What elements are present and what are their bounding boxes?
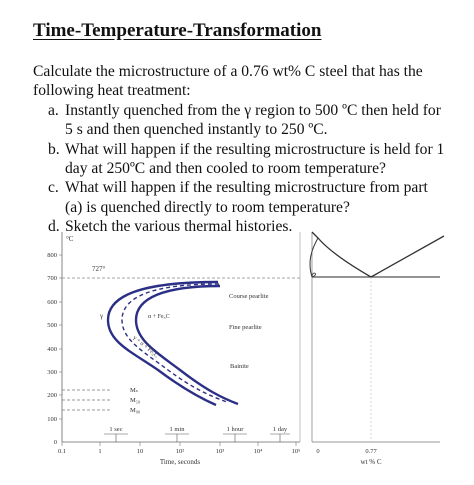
question-text: What will happen if the resulting micros… (65, 179, 428, 216)
fine-pearlite-label: Fine pearlite (229, 324, 262, 331)
problem-intro: Calculate the microstructure of a 0.76 w… (33, 63, 423, 100)
phase-x-tick-label: 0 (316, 448, 319, 455)
ttt-y-tick-label: 600 (47, 299, 57, 306)
time-mark-label: 1 hour (227, 426, 245, 433)
ttt-x-ticks: 0.1 1 10 10² 10³ 10⁴ 10⁵ Time, seconds (58, 442, 300, 466)
ttt-time-marks: 1 sec 1 min 1 hour 1 day (104, 426, 290, 442)
phase-x-tick-label: 0.77 (365, 448, 377, 455)
problem-statement: Calculate the microstructure of a 0.76 w… (33, 62, 445, 237)
question-list: a. Instantly quenched from the γ region t… (33, 101, 445, 237)
m90-label: M₉₀ (130, 407, 140, 414)
question-text: Sketch the various thermal histories. (65, 218, 293, 236)
fifty-percent-curve (121, 283, 228, 403)
acm-line (370, 235, 445, 278)
question-text: What will happen if the resulting micros… (65, 140, 445, 178)
ttt-x-tick-label: 10² (176, 448, 185, 455)
ttt-y-tick-label: 300 (47, 369, 57, 376)
question-text: Instantly quenched from the γ region to … (65, 101, 441, 139)
time-mark-label: 1 sec (109, 426, 122, 433)
alpha-fe3c-label: α + Fe₃C (148, 314, 170, 320)
ttt-y-tick-label: 700 (47, 275, 57, 282)
question-c: c. What will happen if the resulting micr… (48, 178, 445, 217)
a3-line (311, 231, 372, 278)
ms-label: Mₛ (130, 387, 138, 394)
question-a: a. Instantly quenched from the γ region t… (48, 101, 445, 140)
slide-title: Time-Temperature-Transformation (33, 20, 322, 41)
question-marker: c. (48, 179, 59, 197)
phase-diagram: 0 0.77 wt % C (309, 231, 445, 466)
question-marker: a. (48, 101, 59, 119)
ferrite-solvus (309, 237, 319, 278)
ttt-y-tick-label: 0 (54, 439, 57, 446)
martensite-labels: Mₛ M₅₀ M₉₀ (130, 387, 140, 414)
ttt-x-tick-label: 1 (98, 448, 101, 455)
eutectoid-label: 727° (92, 265, 106, 273)
ferrite-corner (311, 272, 316, 278)
finish-curve (134, 284, 239, 406)
ttt-y-unit: °C (66, 235, 74, 243)
region-labels: γ α + Fe₃C γ + α + Fe₃C Course pearlite … (99, 293, 269, 370)
ttt-y-tick-label: 400 (47, 346, 57, 353)
question-marker: b. (48, 140, 60, 158)
phase-x-axis-label: wt % C (361, 458, 382, 466)
ttt-x-tick-label: 10 (137, 448, 144, 455)
time-mark-label: 1 min (170, 426, 186, 433)
ttt-x-tick-label: 10⁵ (292, 448, 301, 455)
question-b: b. What will happen if the resulting micr… (48, 140, 445, 179)
ttt-x-tick-label: 10³ (216, 448, 225, 455)
start-curve (106, 280, 219, 407)
bainite-label: Bainite (230, 363, 249, 370)
ttt-x-tick-label: 0.1 (58, 448, 66, 455)
ttt-y-tick-label: 800 (47, 252, 57, 259)
question-d: d. Sketch the various thermal histories. (48, 217, 445, 236)
m50-label: M₅₀ (130, 397, 140, 404)
ttt-x-tick-label: 10⁴ (254, 448, 264, 455)
time-mark-label: 1 day (273, 426, 288, 433)
gamma-label: γ (99, 312, 103, 320)
phase-x-ticks: 0 0.77 wt % C (316, 448, 381, 466)
coarse-pearlite-label: Course pearlite (229, 293, 269, 300)
ttt-diagram: °C 800 700 600 500 400 300 200 100 0 (47, 232, 300, 466)
ttt-x-axis-label: Time, seconds (160, 458, 200, 466)
ttt-y-tick-label: 200 (47, 392, 57, 399)
ttt-y-tick-label: 500 (47, 322, 57, 329)
ttt-y-tick-label: 100 (47, 416, 57, 423)
question-marker: d. (48, 218, 60, 236)
ttt-y-ticks: 800 700 600 500 400 300 200 100 0 (47, 252, 62, 446)
